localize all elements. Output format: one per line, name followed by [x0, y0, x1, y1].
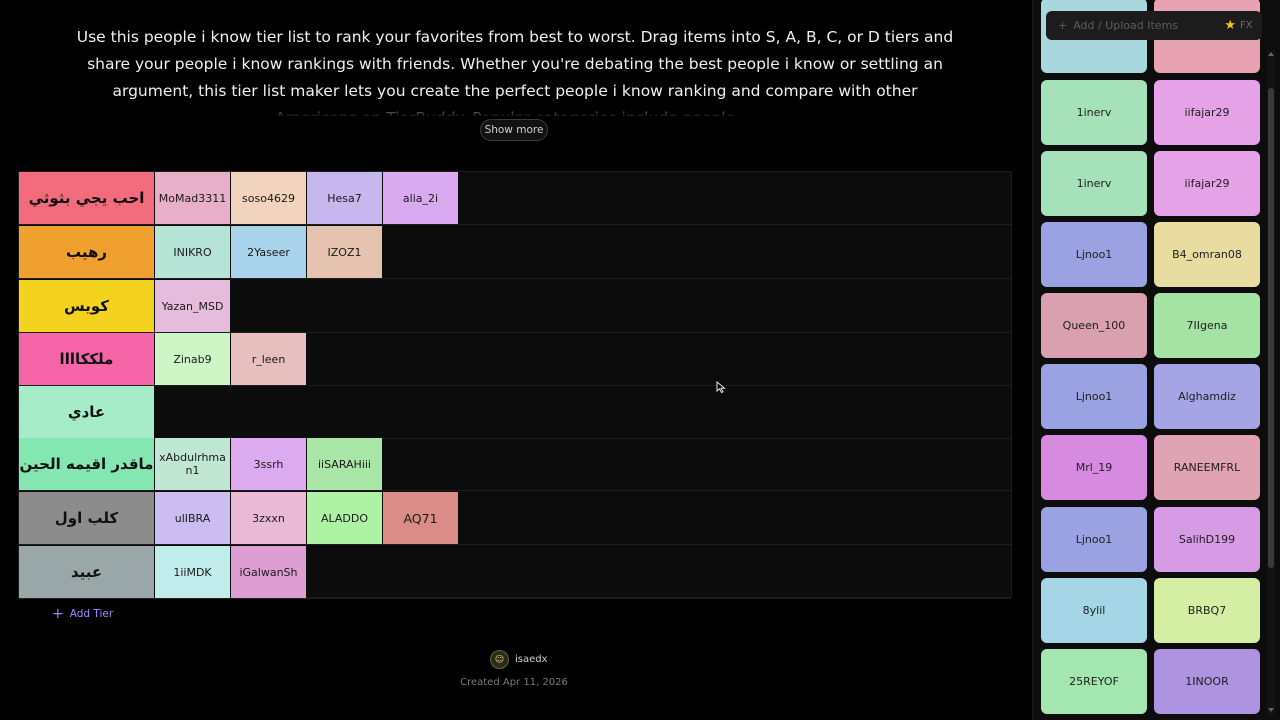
pool-item[interactable]: 1inerv — [1041, 151, 1147, 216]
pool-item[interactable]: Alghamdiz — [1154, 364, 1260, 429]
tier-row[interactable]: كلب اول ulIBRA 3zxxn ALADDO AQ71 — [19, 492, 1011, 545]
pool-item[interactable]: 1INOOR — [1154, 649, 1260, 714]
tier-label[interactable]: ملككاااا — [19, 333, 154, 385]
scroll-down-arrow-icon[interactable] — [1268, 708, 1274, 712]
tier-row[interactable]: ملككاااا Zinab9 r_leen — [19, 333, 1011, 386]
tier-items: MoMad3311 soso4629 Hesa7 alia_2i — [155, 172, 458, 224]
pool-item[interactable]: Mrl_19 — [1041, 435, 1147, 500]
tier-item[interactable]: MoMad3311 — [155, 172, 230, 224]
pool-item[interactable]: BRBQ7 — [1154, 578, 1260, 643]
pool-item[interactable]: 1inerv — [1041, 80, 1147, 145]
pool-item[interactable]: 7IIgena — [1154, 293, 1260, 358]
scroll-up-arrow-icon[interactable] — [1268, 52, 1274, 56]
tier-item[interactable]: AQ71 — [383, 492, 458, 544]
pool-item[interactable]: SalihD199 — [1154, 507, 1260, 572]
tier-item[interactable]: IZOZ1 — [307, 226, 382, 278]
tier-label[interactable]: عبيد — [19, 546, 154, 598]
tier-row[interactable]: ماقدر اقيمه الحين xAbdulrhman1 3ssrh iiSARA… — [19, 438, 1011, 491]
tier-item[interactable]: r_leen — [231, 333, 306, 385]
tier-item[interactable]: alia_2i — [383, 172, 458, 224]
add-upload-items-button[interactable]: + Add / Upload Items — [1046, 11, 1242, 40]
avatar: ☺ — [490, 650, 509, 669]
scrollbar-thumb[interactable] — [1268, 88, 1274, 568]
author-name: isaedx — [515, 654, 548, 665]
tier-board: احب يجي بثوثي MoMad3311 soso4629 Hesa7 alia_… — [18, 171, 1012, 599]
tier-label[interactable]: ماقدر اقيمه الحين — [19, 438, 154, 490]
tier-item[interactable]: 3zxxn — [231, 492, 306, 544]
pool-item[interactable]: 8ylil — [1041, 578, 1147, 643]
pool-item[interactable]: Ljnoo1 — [1041, 364, 1147, 429]
pool-item[interactable]: iifajar29 — [1154, 80, 1260, 145]
fx-label: FX — [1240, 20, 1253, 31]
plus-icon: + — [52, 606, 64, 622]
plus-icon: + — [1058, 19, 1068, 32]
star-icon: ★ — [1224, 18, 1237, 33]
tier-item[interactable]: xAbdulrhman1 — [155, 438, 230, 490]
tier-label[interactable]: عادي — [19, 386, 154, 438]
tier-row[interactable]: احب يجي بثوثي MoMad3311 soso4629 Hesa7 alia_… — [19, 172, 1011, 225]
created-date: Created Apr 11, 2026 — [460, 677, 568, 688]
fx-button[interactable]: ★ FX — [1215, 11, 1262, 40]
item-pool-sidebar: 1inerv iifajar29 1inerv iifajar29 Ljnoo1 B4_o… — [1032, 0, 1280, 720]
pool-item[interactable]: RANEEMFRL — [1154, 435, 1260, 500]
tier-item[interactable]: soso4629 — [231, 172, 306, 224]
pool-item[interactable]: Queen_100 — [1041, 293, 1147, 358]
pool-item[interactable]: iifajar29 — [1154, 151, 1260, 216]
tier-item[interactable]: Zinab9 — [155, 333, 230, 385]
tier-items: Zinab9 r_leen — [155, 333, 306, 385]
pool-item[interactable]: Ljnoo1 — [1041, 222, 1147, 287]
mouse-cursor-icon — [716, 381, 726, 393]
tier-label[interactable]: احب يجي بثوثي — [19, 172, 154, 224]
tier-label[interactable]: كلب اول — [19, 492, 154, 544]
tier-item[interactable]: 1iiMDK — [155, 546, 230, 598]
tier-row[interactable]: عادي — [19, 386, 1011, 439]
tier-item[interactable]: Hesa7 — [307, 172, 382, 224]
tier-item[interactable]: iiSARAHiii — [307, 438, 382, 490]
tier-item[interactable]: Yazan_MSD — [155, 280, 230, 332]
tier-label[interactable]: كويس — [19, 280, 154, 332]
tier-row[interactable]: رهيب INIKRO 2Yaseer IZOZ1 — [19, 226, 1011, 279]
tier-row[interactable]: عبيد 1iiMDK iGalwanSh — [19, 546, 1011, 599]
sidebar-scrollbar[interactable] — [1267, 50, 1275, 716]
main-area: Use this people i know tier list to rank… — [18, 28, 1012, 688]
tier-item[interactable]: 3ssrh — [231, 438, 306, 490]
tier-label[interactable]: رهيب — [19, 226, 154, 278]
description-fade — [60, 100, 970, 118]
tier-row[interactable]: كويس Yazan_MSD — [19, 280, 1011, 333]
tier-item[interactable]: INIKRO — [155, 226, 230, 278]
author-info[interactable]: ☺ isaedx — [490, 650, 548, 669]
add-tier-label: Add Tier — [69, 608, 114, 620]
pool-item[interactable]: B4_omran08 — [1154, 222, 1260, 287]
pool-item[interactable]: 25REYOF — [1041, 649, 1147, 714]
show-more-button[interactable]: Show more — [480, 119, 548, 141]
tier-items: xAbdulrhman1 3ssrh iiSARAHiii — [155, 438, 382, 490]
add-upload-label: Add / Upload Items — [1073, 19, 1179, 32]
item-pool: 1inerv iifajar29 1inerv iifajar29 Ljnoo1 B4_o… — [1040, 0, 1265, 720]
pool-item[interactable]: Ljnoo1 — [1041, 507, 1147, 572]
tier-item[interactable]: ulIBRA — [155, 492, 230, 544]
add-tier-button[interactable]: + Add Tier — [52, 606, 114, 622]
tier-items: ulIBRA 3zxxn ALADDO AQ71 — [155, 492, 458, 544]
tier-item[interactable]: 2Yaseer — [231, 226, 306, 278]
tier-items: Yazan_MSD — [155, 280, 230, 332]
tier-items: INIKRO 2Yaseer IZOZ1 — [155, 226, 382, 278]
tier-item[interactable]: ALADDO — [307, 492, 382, 544]
tier-item[interactable]: iGalwanSh — [231, 546, 306, 598]
tier-items: 1iiMDK iGalwanSh — [155, 546, 306, 598]
